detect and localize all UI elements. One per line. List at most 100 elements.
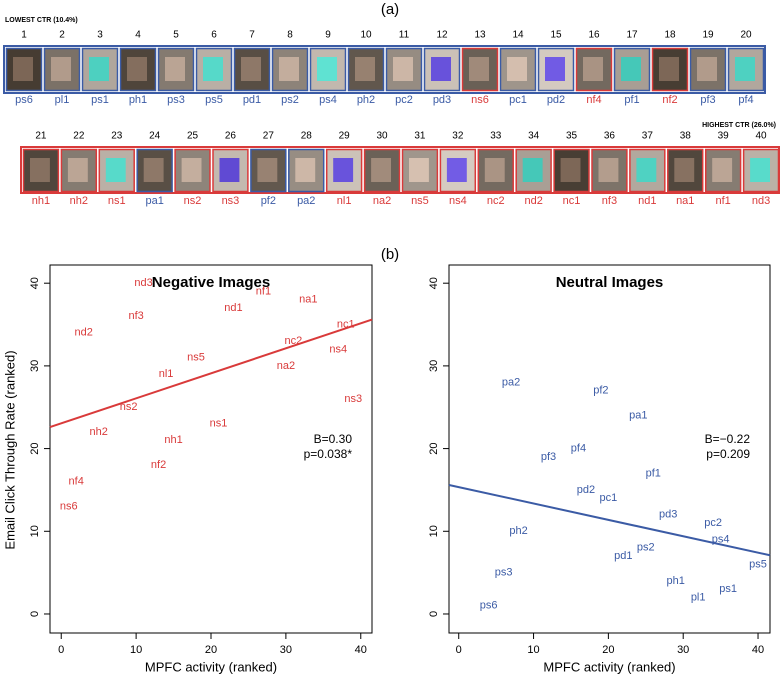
point-label: ps3: [495, 567, 513, 579]
point-label: pf4: [571, 442, 586, 454]
annotation: p=0.209: [706, 447, 750, 461]
rank-number: 9: [325, 30, 331, 41]
point-label: pd1: [614, 550, 632, 562]
image-code: ns2: [184, 195, 202, 207]
highest-label: HIGHEST CTR (26.0%): [702, 122, 776, 129]
thumbnail-detail: [674, 158, 695, 182]
thumbnail-detail: [181, 158, 202, 182]
point-label: nf2: [151, 459, 166, 471]
rank-number: 24: [149, 131, 161, 142]
y-tick-label: 30: [428, 360, 440, 372]
rank-number: 20: [740, 30, 752, 41]
image-code: pd2: [547, 94, 565, 106]
image-code: nc1: [563, 195, 581, 207]
image-code: na1: [676, 195, 694, 207]
y-axis-title: Email Click Through Rate (ranked): [2, 350, 17, 549]
image-code: pd1: [243, 94, 261, 106]
image-code: ps4: [319, 94, 337, 106]
thumbnail-detail: [484, 158, 505, 182]
rank-number: 26: [225, 131, 237, 142]
rank-number: 1: [21, 30, 27, 41]
annotation: p=0.038*: [304, 447, 353, 461]
point-label: ns6: [60, 500, 78, 512]
thumbnail-detail: [636, 158, 657, 182]
y-tick-label: 0: [29, 611, 41, 617]
rank-number: 14: [512, 30, 524, 41]
image-code: nd2: [524, 195, 542, 207]
y-tick-label: 10: [428, 525, 440, 537]
point-label: pc1: [600, 492, 618, 504]
thumbnail-detail: [446, 158, 467, 182]
x-tick-label: 10: [130, 644, 142, 656]
rank-number: 40: [755, 131, 767, 142]
point-label: ps5: [749, 558, 767, 570]
point-label: nh2: [89, 426, 107, 438]
thumbnail-detail: [295, 158, 316, 182]
y-tick-label: 40: [428, 277, 440, 289]
y-tick-label: 10: [29, 525, 41, 537]
chart-title: Negative Images: [152, 274, 270, 291]
thumbnail-detail: [165, 57, 185, 81]
thumbnail-detail: [659, 57, 679, 81]
rank-number: 16: [588, 30, 600, 41]
thumbnail-detail: [105, 158, 126, 182]
point-label: ns1: [210, 418, 228, 430]
thumbnail-detail: [750, 158, 770, 182]
rank-number: 38: [680, 131, 692, 142]
rank-number: 19: [702, 30, 714, 41]
rank-number: 10: [360, 30, 372, 41]
thumbnail-detail: [431, 57, 451, 81]
thumbnail-detail: [127, 57, 147, 81]
y-tick-label: 20: [29, 442, 41, 454]
image-code: nf1: [716, 195, 731, 207]
image-code: pf3: [700, 94, 715, 106]
point-label: nl1: [159, 368, 174, 380]
point-label: ps1: [719, 583, 737, 595]
thumbnail-detail: [143, 158, 164, 182]
rank-number: 4: [135, 30, 141, 41]
image-code: na2: [373, 195, 391, 207]
point-label: nd3: [134, 277, 152, 289]
thumbnail-detail: [51, 57, 71, 81]
image-code: pd3: [433, 94, 451, 106]
image-code: nd1: [638, 195, 656, 207]
image-code: ns4: [449, 195, 467, 207]
thumbnail-detail: [67, 158, 88, 182]
rank-number: 7: [249, 30, 255, 41]
strip-frame: [3, 45, 766, 94]
point-label: pd2: [577, 484, 595, 496]
thumbnail-detail: [621, 57, 641, 81]
point-label: pd3: [659, 509, 677, 521]
y-tick-label: 0: [428, 611, 440, 617]
image-code: pf4: [738, 94, 753, 106]
thumbnail-detail: [507, 57, 527, 81]
image-code: ps1: [91, 94, 109, 106]
x-axis-title: MPFC activity (ranked): [543, 659, 675, 674]
image-code: pf2: [261, 195, 276, 207]
thumbnail-detail: [583, 57, 603, 81]
point-label: ps4: [712, 533, 730, 545]
image-code: nl1: [337, 195, 352, 207]
image-code: ns6: [471, 94, 489, 106]
rank-number: 13: [474, 30, 486, 41]
point-label: ph1: [667, 575, 685, 587]
point-label: pl1: [691, 591, 706, 603]
x-tick-label: 20: [205, 644, 217, 656]
thumbnail-detail: [355, 57, 375, 81]
thumbnail-detail: [393, 57, 413, 81]
rank-number: 37: [642, 131, 654, 142]
annotation: B=−0.22: [705, 432, 751, 446]
thumbnail-detail: [371, 158, 391, 182]
rank-number: 18: [664, 30, 676, 41]
thumbnail-detail: [30, 158, 50, 182]
thumbnail-detail: [279, 57, 299, 81]
x-tick-label: 40: [355, 644, 367, 656]
point-label: ns5: [187, 352, 205, 364]
thumbnail-detail: [560, 158, 581, 182]
point-label: pf2: [593, 385, 608, 397]
point-label: ns3: [344, 393, 362, 405]
image-code: ps5: [205, 94, 223, 106]
rank-number: 5: [173, 30, 179, 41]
x-tick-label: 40: [752, 644, 764, 656]
